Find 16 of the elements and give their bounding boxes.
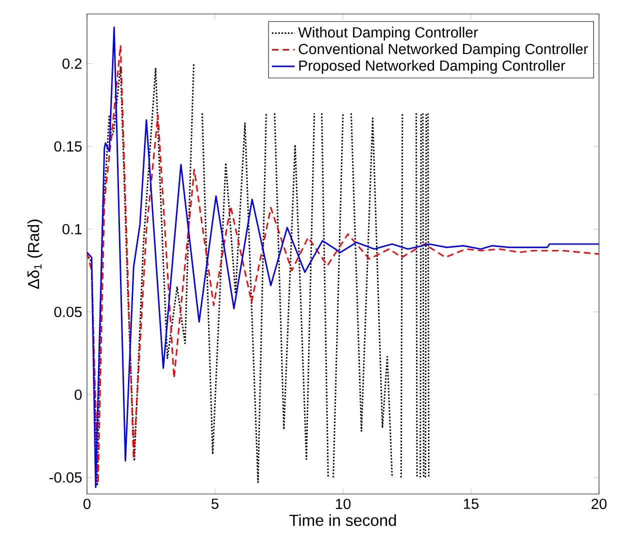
y-tick-label: -0.05 — [50, 472, 82, 483]
y-tick-label: 0.1 — [62, 224, 82, 234]
x-tick-label: 20 — [592, 498, 607, 510]
x-tick-label: 10 — [336, 498, 351, 510]
y-axis-title: Δδ$_{1}$ (Rad) — [27, 220, 42, 289]
y-tick-label: 0.15 — [54, 141, 82, 152]
x-tick-label: 5 — [212, 498, 218, 509]
legend-label: Conventional Networked Damping Controller — [298, 43, 588, 58]
y-tick-label: 0.05 — [54, 306, 82, 318]
x-tick-label: 0 — [83, 498, 90, 510]
y-tick-label: 0.2 — [62, 58, 82, 69]
legend-label: Without Damping Controller — [298, 26, 478, 40]
x-axis-title: Time in second — [289, 514, 396, 526]
legend-label: Proposed Networked Damping Controller — [299, 60, 566, 74]
y-tick-label: 0 — [74, 390, 82, 400]
x-tick-label: 15 — [464, 498, 479, 509]
